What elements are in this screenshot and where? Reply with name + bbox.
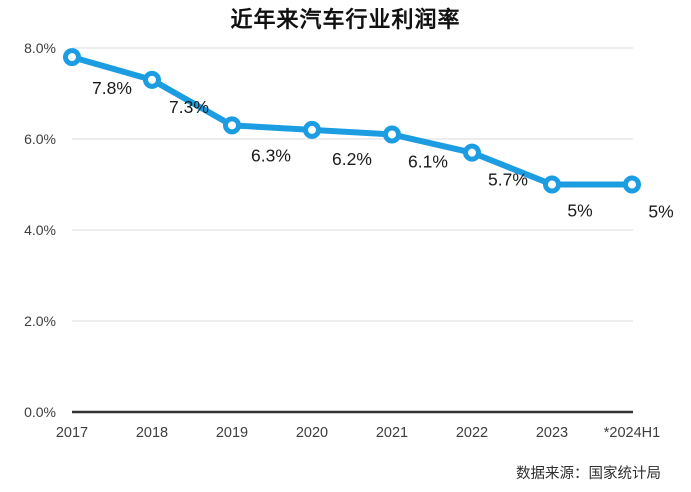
y-axis-tick-label: 0.0%	[24, 404, 56, 420]
data-point-label: 7.8%	[92, 78, 132, 98]
y-axis-tick-label: 8.0%	[24, 40, 56, 56]
x-axis-tick-label: 2017	[56, 425, 88, 441]
data-point-label: 6.3%	[251, 145, 291, 165]
data-point-marker	[543, 175, 561, 194]
y-axis-tick-label: 6.0%	[24, 131, 56, 147]
data-point-marker	[143, 70, 161, 89]
data-point-marker	[223, 116, 241, 135]
y-axis-tick-label: 2.0%	[24, 313, 56, 329]
data-point-marker	[623, 175, 641, 194]
data-point-label: 6.2%	[332, 149, 372, 169]
data-point-marker	[383, 125, 401, 144]
data-point-label: 7.3%	[169, 97, 209, 117]
x-axis-tick-label: 2023	[536, 425, 568, 441]
data-point-label: 5%	[648, 202, 673, 222]
data-point-marker	[303, 120, 321, 139]
data-point-label: 5%	[567, 201, 592, 221]
chart-title: 近年来汽车行业利润率	[230, 7, 461, 32]
y-axis-tick-label: 4.0%	[24, 222, 56, 238]
x-axis-tick-label: 2022	[456, 425, 488, 441]
profit-margin-line	[69, 54, 635, 188]
data-point-label: 6.1%	[408, 151, 448, 171]
data-point-marker	[463, 143, 481, 162]
x-axis-tick-label: 2018	[136, 425, 168, 441]
x-axis-tick-label: 2020	[296, 425, 328, 441]
data-point-label: 5.7%	[488, 170, 528, 190]
x-axis-tick-label: 2021	[376, 425, 408, 441]
data-source-note: 数据来源：国家统计局	[516, 466, 661, 482]
x-axis-tick-label: 2019	[216, 425, 248, 441]
x-axis-tick-label: *2024H1	[604, 425, 660, 441]
data-point-marker	[63, 48, 81, 67]
